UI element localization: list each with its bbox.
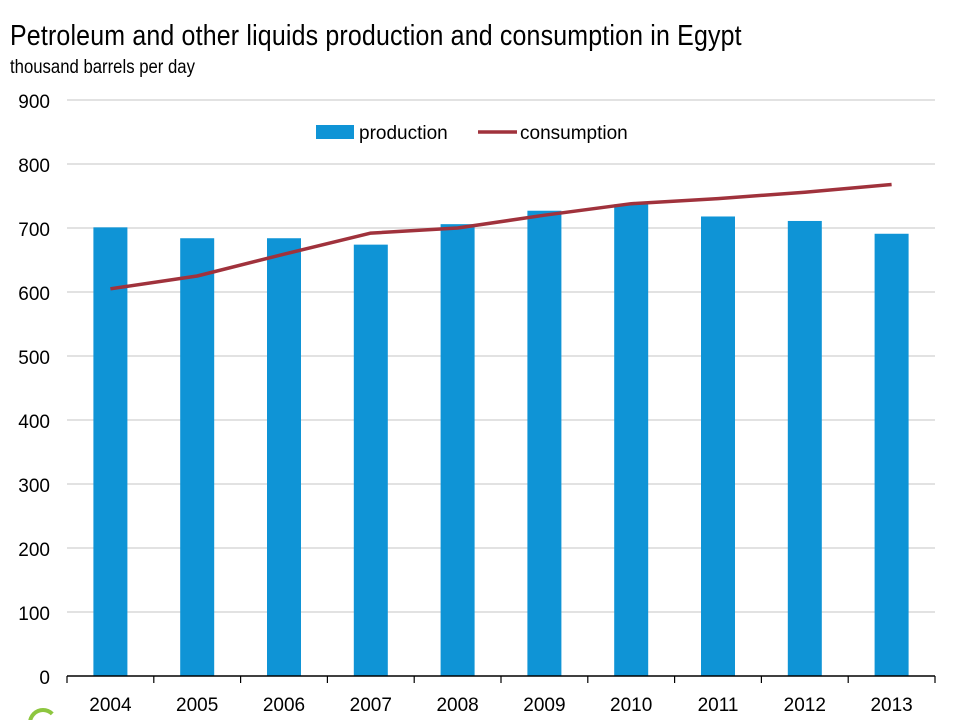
- consumption-line: [110, 182, 892, 291]
- consumption-line-group: [110, 182, 892, 291]
- y-tick-label: 200: [18, 540, 50, 561]
- production-bar: [787, 220, 822, 676]
- x-tick-label: 2004: [89, 695, 132, 716]
- production-bars: [93, 204, 909, 677]
- production-bar: [440, 224, 475, 676]
- y-tick-label: 700: [18, 220, 50, 241]
- production-bar: [93, 227, 128, 677]
- production-bar: [614, 204, 649, 676]
- x-tick-label: 2010: [610, 695, 652, 716]
- chart-title: Petroleum and other liquids production a…: [10, 20, 742, 52]
- y-tick-label: 100: [18, 604, 50, 625]
- production-bar: [267, 238, 301, 677]
- x-axis-ticks: 2004 2005 2006 2007 2008 2009 2010 2011 2012 2013: [89, 695, 912, 716]
- y-axis-ticks: 0 100 200 300 400 500 600 700 800 900: [18, 92, 50, 689]
- chart-subtitle: thousand barrels per day: [10, 57, 195, 78]
- logo-icon: [28, 708, 58, 720]
- x-tick-label: 2007: [350, 695, 392, 716]
- y-tick-label: 500: [18, 348, 50, 369]
- y-tick-label: 0: [39, 668, 50, 689]
- legend-consumption-label: consumption: [520, 123, 628, 144]
- production-bar: [180, 238, 215, 677]
- production-bar: [701, 216, 735, 677]
- x-tick-label: 2006: [263, 695, 305, 716]
- x-tick-label: 2011: [698, 695, 739, 716]
- legend-production-swatch: [316, 125, 354, 139]
- x-tick-label: 2008: [436, 695, 478, 716]
- x-tick-label: 2012: [784, 695, 826, 716]
- y-tick-label: 900: [18, 92, 50, 113]
- production-bar: [353, 244, 388, 676]
- production-bar: [527, 210, 562, 676]
- y-tick-label: 400: [18, 412, 50, 433]
- x-tick-label: 2013: [870, 695, 912, 716]
- production-bar: [874, 233, 909, 676]
- y-tick-label: 600: [18, 284, 50, 305]
- x-tick-label: 2009: [523, 695, 565, 716]
- x-tick-label: 2005: [176, 695, 218, 716]
- y-tick-label: 300: [18, 476, 50, 497]
- y-tick-label: 800: [18, 156, 50, 177]
- legend-production-label: production: [359, 123, 448, 144]
- x-axis: [66, 675, 936, 683]
- legend: production consumption: [316, 123, 628, 144]
